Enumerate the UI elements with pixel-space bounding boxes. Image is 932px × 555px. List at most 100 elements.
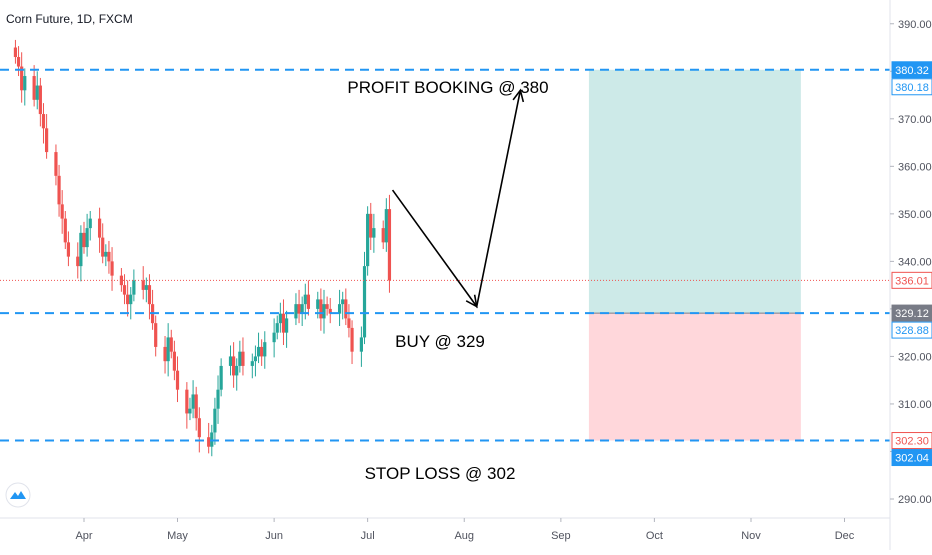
time-tick-label: Apr (75, 530, 92, 542)
candle (97, 207, 102, 253)
candle (154, 315, 158, 357)
candle (384, 198, 388, 252)
candle (316, 291, 320, 319)
price-badge: 336.01 (891, 271, 932, 289)
candle-body (57, 175, 61, 205)
candle-body (272, 332, 276, 343)
candle (132, 269, 136, 302)
candle-body (76, 256, 80, 267)
candle (253, 345, 258, 377)
price-badges: 380.32 380.18 336.01 329.12 328.88 302.30 302.… (891, 61, 932, 467)
candles-group (13, 39, 392, 457)
candle (88, 211, 92, 241)
candle (362, 251, 367, 345)
candle-body (328, 308, 332, 314)
candle (54, 144, 58, 186)
candle (297, 289, 301, 324)
candle-body (41, 114, 46, 129)
candle-body (63, 218, 67, 243)
candle (241, 337, 245, 376)
candle (76, 242, 80, 279)
candle (213, 397, 217, 445)
candle (35, 71, 39, 110)
candle (272, 318, 276, 358)
candle (41, 103, 46, 144)
price-badge: 329.12 (891, 304, 932, 322)
time-tick-label: Jun (265, 530, 283, 542)
candle (306, 280, 311, 316)
candle (147, 274, 152, 320)
candle (110, 247, 114, 291)
candle-body (284, 318, 289, 333)
candle-body (384, 209, 388, 243)
price-badge-label: 336.01 (895, 275, 929, 287)
candle (101, 223, 105, 264)
candle (341, 291, 345, 320)
candle (278, 302, 282, 333)
candle-body (38, 85, 42, 115)
candle-body (191, 394, 195, 409)
candle (219, 358, 223, 397)
time-tick-label: Aug (454, 530, 474, 542)
candle-body (278, 313, 282, 324)
candle-body (16, 57, 21, 67)
price-tick-label: 360.00 (898, 161, 932, 173)
candle-body (232, 356, 236, 376)
price-tick-label: 340.00 (898, 256, 932, 268)
time-tick-label: Sep (551, 530, 571, 542)
candle-body (256, 346, 261, 357)
candle (359, 326, 363, 367)
candle (63, 211, 67, 250)
candle-body (129, 294, 133, 305)
profit-booking-label: PROFIT BOOKING @ 380 (347, 78, 548, 97)
candle (284, 310, 289, 348)
price-tick-label: 320.00 (898, 351, 932, 363)
candle (144, 277, 148, 303)
candle-body (119, 275, 124, 286)
candle-body (241, 351, 245, 366)
candle-body (250, 361, 254, 366)
candle (188, 397, 192, 421)
time-axis[interactable]: Apr May Jun Jul Aug Sep Oct Nov Dec (0, 517, 890, 542)
candle-body (219, 365, 223, 390)
candle-body (294, 304, 298, 319)
candle-body (253, 356, 258, 362)
candle-body (101, 237, 105, 257)
candle-body (213, 408, 217, 433)
candle-body (66, 242, 71, 257)
candle (366, 206, 370, 276)
candle (82, 221, 86, 254)
candle (197, 407, 201, 453)
candle-body (197, 418, 201, 438)
candle-body (387, 209, 392, 281)
candle-body (132, 280, 136, 295)
candle-body (216, 389, 220, 409)
candle-body (228, 356, 233, 366)
candle (126, 280, 130, 317)
candle-body (238, 351, 242, 366)
price-badge-label: 328.88 (895, 325, 929, 337)
candle-body (322, 304, 326, 319)
candle (150, 289, 155, 330)
price-badge-box (891, 321, 932, 339)
price-badge-label: 302.30 (895, 436, 929, 448)
price-badge: 328.88 (891, 321, 932, 339)
candle-body (126, 294, 130, 305)
arrow-path (391, 90, 522, 309)
candle (263, 331, 267, 369)
price-badge-box (891, 432, 932, 450)
candle (300, 296, 304, 327)
candle-body (359, 337, 363, 352)
time-tick-label: Oct (646, 530, 663, 542)
candle (228, 345, 233, 376)
price-badge-box (891, 61, 932, 79)
candle (129, 287, 133, 320)
candle (191, 380, 195, 419)
candle-body (263, 342, 267, 357)
candle (381, 220, 385, 250)
price-tick-label: 390.00 (898, 19, 932, 31)
tradingview-logo-icon[interactable] (5, 482, 31, 508)
candle (60, 190, 64, 234)
